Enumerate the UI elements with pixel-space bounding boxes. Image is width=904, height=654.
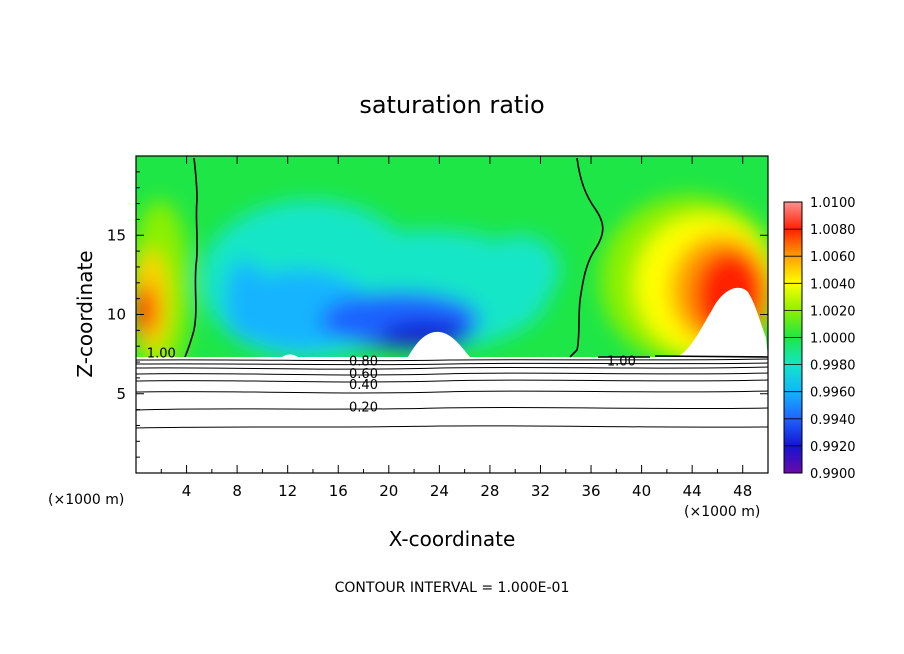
colorbar-label: 1.0040 — [810, 277, 856, 292]
x-tick-label: 8 — [232, 482, 242, 500]
x-tick-label: 28 — [480, 482, 499, 500]
colorbar-label: 1.0100 — [810, 196, 856, 211]
contour-label: 0.80 — [349, 354, 378, 369]
y-axis: 5 10 15 — [107, 171, 768, 458]
colorbar-label: 0.9980 — [810, 359, 856, 374]
x-axis-label: X-coordinate — [389, 527, 516, 551]
x-tick-label: 16 — [329, 482, 348, 500]
contour-lines-lower — [135, 358, 769, 429]
colorbar-label: 1.0020 — [810, 304, 856, 319]
x-tick-label: 12 — [278, 482, 297, 500]
masked-regions — [136, 287, 768, 473]
x-tick-label: 24 — [430, 482, 449, 500]
x-tick-label: 36 — [581, 482, 600, 500]
x-tick-label: 32 — [531, 482, 550, 500]
chart-title: saturation ratio — [359, 91, 544, 119]
x-unit-left: (×1000 m) — [48, 492, 124, 508]
contour-label: 0.60 — [349, 367, 378, 382]
contour-label: 1.00 — [147, 347, 176, 362]
x-tick-label: 44 — [683, 482, 702, 500]
colorbar-label: 0.9920 — [810, 440, 856, 455]
x-axis: 4 8 12 16 20 24 28 32 36 40 44 48 — [160, 156, 752, 500]
colorbar-label: 1.0060 — [810, 250, 856, 265]
y-tick-label: 5 — [116, 385, 126, 403]
y-axis-label: Z-coordinate — [73, 250, 97, 377]
colorbar-label: 0.9940 — [810, 413, 856, 428]
contour-lines-1-00 — [184, 157, 769, 358]
contour-label: 0.20 — [349, 400, 378, 415]
colorbar: 1.0100 1.0080 1.0060 1.0040 1.0020 1.0000 0.99… — [783, 196, 856, 482]
x-tick-label: 40 — [632, 482, 651, 500]
contour-label: 1.00 — [607, 354, 636, 369]
contour-labels: 1.00 1.00 0.800.600.40 0.20 — [147, 347, 636, 416]
y-tick-label: 15 — [107, 226, 126, 244]
colorbar-label: 0.9900 — [810, 467, 856, 482]
colorbar-label: 0.9960 — [810, 386, 856, 401]
x-tick-label: 20 — [379, 482, 398, 500]
contour-interval-note: CONTOUR INTERVAL = 1.000E-01 — [335, 580, 570, 596]
contour-label: 0.40 — [349, 378, 378, 393]
colorbar-label: 1.0000 — [810, 332, 856, 347]
x-tick-label: 4 — [182, 482, 192, 500]
y-tick-label: 10 — [107, 306, 126, 324]
x-tick-label: 48 — [733, 482, 752, 500]
colorbar-label: 1.0080 — [810, 223, 856, 238]
x-unit-right: (×1000 m) — [684, 504, 760, 520]
